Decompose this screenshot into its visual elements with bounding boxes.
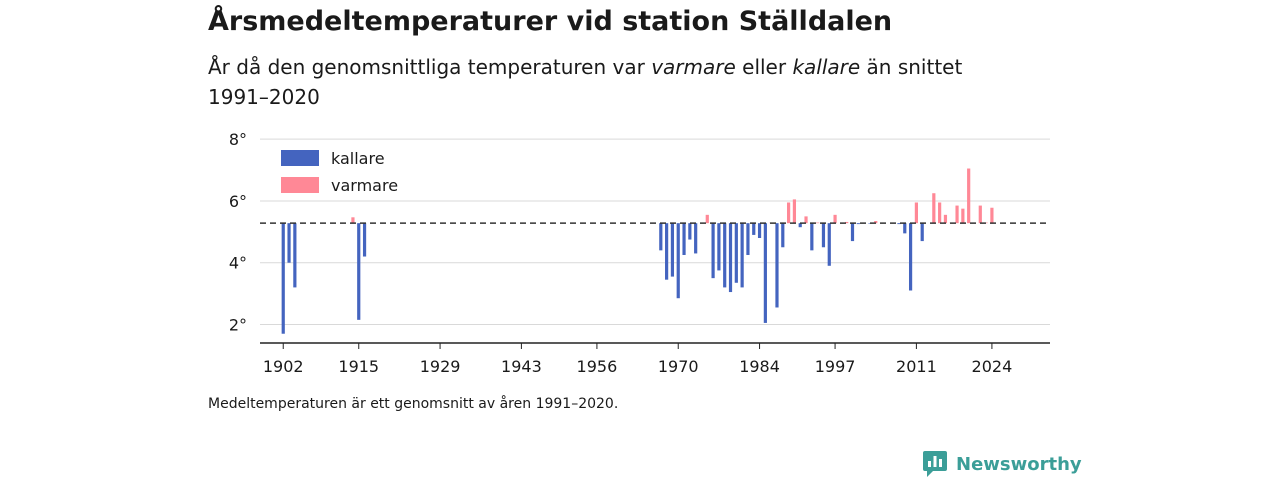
bar-warmer bbox=[787, 202, 791, 224]
bar-colder bbox=[798, 223, 802, 228]
bar-colder bbox=[670, 223, 675, 277]
bar-colder bbox=[757, 223, 762, 238]
bar-colder bbox=[287, 223, 291, 263]
bar-warmer bbox=[961, 208, 965, 224]
bar-colder bbox=[717, 223, 721, 271]
bars-layer bbox=[281, 168, 994, 334]
bar-warmer bbox=[705, 214, 709, 224]
bar-colder bbox=[694, 223, 698, 254]
bar-warmer bbox=[943, 214, 948, 224]
bar-colder bbox=[752, 223, 756, 235]
bar-warmer bbox=[351, 217, 355, 224]
y-tick-label: 4° bbox=[229, 254, 247, 273]
bar-warmer bbox=[816, 222, 820, 224]
bar-warmer bbox=[804, 216, 808, 224]
x-tick-label: 2024 bbox=[972, 357, 1013, 376]
bar-warmer bbox=[938, 202, 942, 224]
bar-warmer bbox=[874, 221, 878, 224]
bar-warmer bbox=[833, 214, 837, 224]
bar-warmer bbox=[978, 205, 982, 224]
bar-colder bbox=[856, 223, 860, 225]
bar-colder bbox=[810, 223, 814, 251]
bar-colder bbox=[908, 223, 913, 291]
subtitle-part3: än snittet 1991–2020 bbox=[208, 55, 963, 109]
bar-colder bbox=[740, 223, 744, 288]
subtitle-part1: År då den genomsnittliga temperaturen va… bbox=[208, 55, 652, 79]
bar-colder bbox=[781, 223, 785, 248]
bar-warmer bbox=[932, 193, 936, 224]
legend: kallare varmare bbox=[272, 143, 412, 199]
bar-colder bbox=[827, 223, 831, 266]
x-tick-label: 1956 bbox=[577, 357, 618, 376]
bar-colder bbox=[293, 223, 297, 288]
brand-logo: Newsworthy bbox=[922, 450, 1082, 478]
bar-colder bbox=[676, 223, 680, 299]
x-tick-label: 1943 bbox=[501, 357, 542, 376]
bar-warmer bbox=[845, 221, 849, 224]
bar-colder bbox=[665, 223, 669, 280]
x-tick-label: 1997 bbox=[815, 357, 856, 376]
bar-colder bbox=[711, 223, 715, 279]
bar-colder bbox=[746, 223, 750, 255]
bar-colder bbox=[920, 223, 924, 242]
bar-colder bbox=[868, 223, 872, 224]
bar-colder bbox=[682, 223, 686, 255]
bar-colder bbox=[659, 223, 663, 251]
legend-label-colder: kallare bbox=[331, 149, 385, 168]
bar-colder bbox=[850, 223, 855, 242]
bar-colder bbox=[723, 223, 727, 288]
bar-colder bbox=[688, 223, 692, 240]
overlay-layer: 1902 1915 1929 1943 1956 1970 1984 1997 2011 2024 bbox=[260, 222, 1050, 376]
bar-colder bbox=[357, 223, 361, 320]
bar-warmer bbox=[955, 205, 959, 224]
legend-swatch-colder bbox=[281, 150, 319, 166]
bar-colder bbox=[763, 223, 767, 323]
bar-colder bbox=[821, 223, 826, 248]
chart-title: Årsmedeltemperaturer vid station Ställda… bbox=[208, 6, 893, 37]
legend-label-warmer: varmare bbox=[331, 176, 398, 195]
grid-layer: 2° 4° 6° 8° bbox=[229, 130, 1050, 334]
y-tick-label: 6° bbox=[229, 192, 247, 211]
bar-colder bbox=[362, 223, 367, 257]
bar-warmer bbox=[990, 207, 994, 224]
bar-warmer bbox=[984, 222, 988, 224]
bar-colder bbox=[897, 223, 901, 225]
subtitle-warm: varmare bbox=[651, 55, 736, 79]
x-tick-label: 1970 bbox=[658, 357, 699, 376]
y-tick-label: 2° bbox=[229, 315, 247, 334]
brand-name: Newsworthy bbox=[956, 453, 1082, 475]
chart-subtitle: År då den genomsnittliga temperaturen va… bbox=[208, 52, 1028, 112]
x-tick-label: 1984 bbox=[739, 357, 780, 376]
footnote: Medeltemperaturen är ett genomsnitt av å… bbox=[208, 396, 619, 412]
x-tick-label: 1929 bbox=[420, 357, 461, 376]
bar-warmer bbox=[914, 202, 918, 224]
legend-swatch-warmer bbox=[281, 177, 319, 193]
bar-colder bbox=[728, 223, 733, 293]
bar-warmer bbox=[792, 199, 797, 224]
bar-colder bbox=[734, 223, 738, 283]
bar-colder bbox=[281, 223, 285, 334]
x-tick-label: 1915 bbox=[338, 357, 379, 376]
subtitle-part2: eller bbox=[735, 55, 793, 79]
bar-colder bbox=[903, 223, 907, 234]
y-tick-label: 8° bbox=[229, 130, 247, 149]
x-tick-label: 2011 bbox=[896, 357, 937, 376]
x-tick-label: 1902 bbox=[263, 357, 304, 376]
bar-warmer bbox=[967, 168, 971, 224]
newsworthy-icon bbox=[923, 451, 947, 477]
subtitle-cold: kallare bbox=[792, 55, 861, 79]
bar-colder bbox=[775, 223, 779, 308]
